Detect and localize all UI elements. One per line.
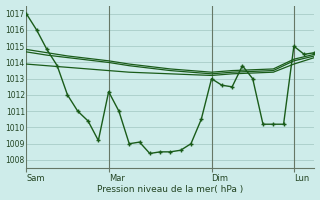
X-axis label: Pression niveau de la mer( hPa ): Pression niveau de la mer( hPa ): [97, 185, 244, 194]
